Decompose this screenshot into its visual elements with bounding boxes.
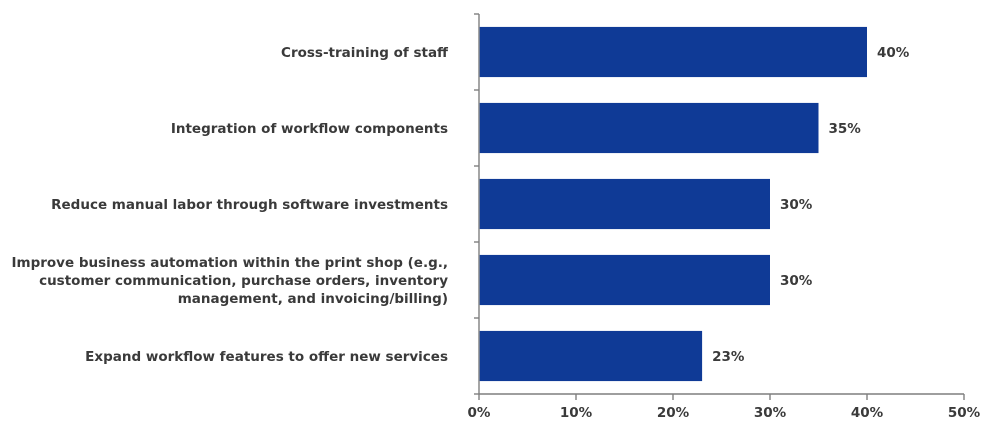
bar — [479, 330, 703, 382]
category-label: Reduce manual labor through software inv… — [51, 197, 448, 213]
bar — [479, 254, 770, 306]
x-tick-label: 40% — [851, 405, 884, 421]
x-tick-label: 10% — [560, 405, 593, 421]
value-label: 30% — [780, 197, 813, 213]
x-tick-label: 50% — [948, 405, 981, 421]
axes — [474, 13, 965, 400]
category-label-line: Expand workflow features to offer new se… — [85, 349, 448, 365]
bar — [479, 26, 867, 78]
x-tick-label: 0% — [468, 405, 491, 421]
value-label: 30% — [780, 273, 813, 289]
x-tick-label: 30% — [754, 405, 787, 421]
category-label: Integration of workflow components — [171, 121, 448, 137]
category-label-line: Cross-training of staff — [281, 45, 449, 61]
category-label-line: Improve business automation within the p… — [11, 255, 448, 271]
category-label-line: customer communication, purchase orders,… — [39, 273, 448, 289]
category-label-line: management, and invoicing/billing) — [178, 291, 448, 307]
category-label: Improve business automation within the p… — [11, 255, 448, 307]
category-label-line: Integration of workflow components — [171, 121, 448, 137]
x-tick-label: 20% — [657, 405, 690, 421]
value-label: 40% — [877, 45, 910, 61]
category-label-line: Reduce manual labor through software inv… — [51, 197, 448, 213]
value-label: 35% — [829, 121, 862, 137]
bars — [479, 26, 867, 382]
labels: 0% 10% 20% 30% 40% 50% 40% Cross-training of st… — [11, 45, 980, 421]
value-label: 23% — [712, 349, 745, 365]
bar — [479, 178, 770, 230]
category-label: Expand workflow features to offer new se… — [85, 349, 448, 365]
bar — [479, 102, 819, 154]
category-label: Cross-training of staff — [281, 45, 449, 61]
